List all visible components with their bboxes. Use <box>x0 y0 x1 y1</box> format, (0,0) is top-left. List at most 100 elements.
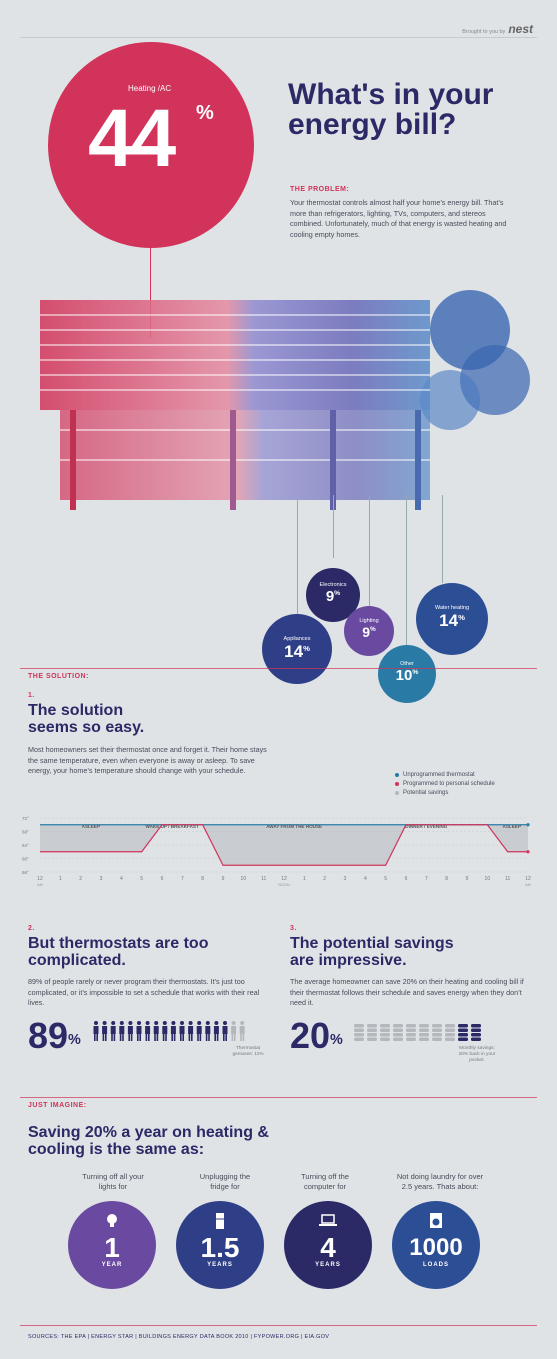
series-end-point <box>526 823 530 827</box>
lightbulb-icon <box>107 1214 117 1227</box>
x-tick-label: 7 <box>181 876 184 882</box>
person-icon <box>205 1021 211 1041</box>
savings-title: The potential savings are impressive. <box>290 935 454 969</box>
person-icon <box>127 1021 133 1041</box>
person-icon <box>153 1021 159 1041</box>
legend-item: Potential savings <box>395 790 495 796</box>
y-tick-label: 68° <box>22 830 29 835</box>
period-label: AWAY FROM THE HOUSE <box>266 824 322 829</box>
x-tick-label: 4 <box>364 876 367 882</box>
x-tick-label: 11 <box>261 876 266 882</box>
imagine-rule <box>20 1097 537 1098</box>
brand-logo: nest <box>508 22 533 36</box>
x-tick-label: 2 <box>79 876 82 882</box>
period-label: WAKE UP / BREAKFAST <box>146 824 199 829</box>
tree-icon <box>420 290 530 430</box>
x-tick-label: 8 <box>445 876 448 882</box>
complicated-title: But thermostats are too complicated. <box>28 935 209 969</box>
legend-item: Programmed to personal schedule <box>395 781 495 787</box>
person-icon <box>145 1021 151 1041</box>
person-icon <box>188 1021 194 1041</box>
problem-label: THE PROBLEM: <box>290 186 350 193</box>
savings-note: Monthly savings: 20% back in your pocket… <box>458 1046 496 1063</box>
top-divider <box>20 37 537 38</box>
complicated-note: Thermostat geniuses: 11% <box>232 1046 264 1057</box>
period-label: DINNER / EVENING <box>405 824 448 829</box>
x-tick-sublabel: NOON <box>278 883 290 887</box>
breakdown-value: 9 <box>325 588 335 605</box>
series-end-point <box>526 850 530 854</box>
breakdown-value: 14 <box>439 611 459 630</box>
imagine-caption: Turning off all your lights for <box>82 1172 144 1191</box>
solution-label: THE SOLUTION: <box>28 673 89 680</box>
x-tick-label: 9 <box>466 876 469 882</box>
legend-dot <box>395 773 399 777</box>
x-tick-label: 4 <box>120 876 123 882</box>
period-label: ASLEEP <box>503 824 521 829</box>
equiv-laundry: 1000 LOADS <box>392 1201 480 1289</box>
water-pointer <box>442 495 443 583</box>
equiv-unit: LOADS <box>423 1262 449 1268</box>
person-icon <box>119 1021 125 1041</box>
series-line-1 <box>40 824 528 866</box>
person-icon <box>170 1021 176 1041</box>
y-tick-label: 56° <box>22 870 29 875</box>
x-tick-label: 6 <box>405 876 408 882</box>
heating-value: 44 <box>88 93 176 184</box>
other-pointer <box>406 495 407 645</box>
brand-prefix: Brought to you by <box>462 29 506 35</box>
solution-title: The solution seems so easy. <box>28 702 145 736</box>
breakdown-label: Electronics <box>319 582 347 588</box>
heating-pointer <box>150 248 151 338</box>
x-tick-sublabel: AM <box>525 883 531 887</box>
equiv-value: 1 <box>104 1232 120 1263</box>
equiv-computer: 4 YEARS <box>284 1201 372 1289</box>
house-illustration <box>40 290 530 510</box>
coin-stack-icon <box>406 1024 416 1041</box>
solution-text: Most homeowners set their thermostat onc… <box>28 745 267 775</box>
equiv-unit: YEARS <box>207 1262 233 1268</box>
solution-rule <box>20 668 537 669</box>
y-tick-label: 64° <box>22 843 29 848</box>
imagine-caption: Unplugging the fridge for <box>199 1172 251 1191</box>
appliances-pointer <box>297 495 298 617</box>
coins-chart <box>354 1024 481 1041</box>
person-icon <box>239 1021 245 1041</box>
equiv-value: 1000 <box>409 1234 463 1261</box>
x-tick-label: 9 <box>222 876 225 882</box>
x-tick-label: 12 <box>525 876 531 882</box>
imagine-caption: Turning off the computer for <box>301 1172 349 1191</box>
coin-stack-icon <box>458 1024 468 1041</box>
equiv-fridge: 1.5 YEARS <box>176 1201 264 1289</box>
x-tick-label: 10 <box>241 876 247 882</box>
breakdown-label: Water heating <box>434 605 470 611</box>
person-icon <box>102 1021 108 1041</box>
sources: SOURCES: THE EPA | ENERGY STAR | BUILDIN… <box>28 1334 330 1340</box>
washer-icon <box>430 1213 442 1228</box>
equiv-value: 4 <box>320 1232 336 1263</box>
breakdown-label: Appliances <box>283 636 311 642</box>
x-tick-label: 12 <box>37 876 43 882</box>
coin-stack-icon <box>471 1024 481 1041</box>
coin-stack-icon <box>419 1024 429 1041</box>
imagine-caption: Not doing laundry for over 2.5 years. Th… <box>396 1172 484 1191</box>
problem-text: Your thermostat controls almost half you… <box>290 198 507 239</box>
imagine-title: Saving 20% a year on heating & cooling i… <box>28 1124 269 1158</box>
legend-dot <box>395 791 399 795</box>
coin-stack-icon <box>393 1024 403 1041</box>
breakdown-water-heating: Water heating 14% <box>416 583 488 655</box>
breakdown-label: Lighting <box>359 618 379 624</box>
legend-dot <box>395 782 399 786</box>
x-tick-sublabel: AM <box>37 883 43 887</box>
coin-stack-icon <box>367 1024 377 1041</box>
equiv-unit: YEARS <box>315 1262 341 1268</box>
brand: Brought to you by nest <box>462 22 533 36</box>
person-icon <box>213 1021 219 1041</box>
x-tick-label: 2 <box>323 876 326 882</box>
electronics-pointer <box>333 495 334 558</box>
breakdown-label: Other <box>400 661 414 667</box>
person-icon <box>179 1021 185 1041</box>
equiv-value: 1.5 <box>200 1232 240 1263</box>
coin-stack-icon <box>380 1024 390 1041</box>
